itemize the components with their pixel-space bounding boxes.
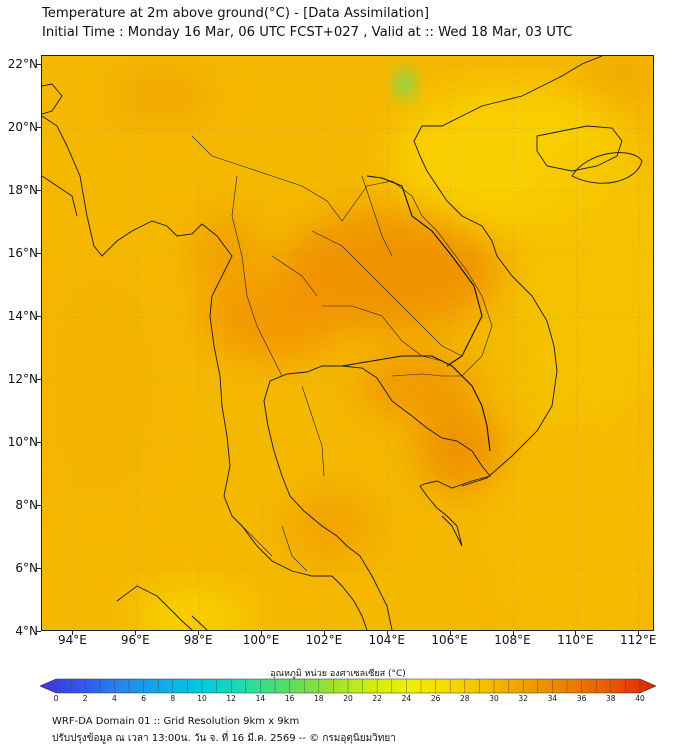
lon-tick-label: 106°E bbox=[431, 633, 468, 647]
colorbar-label: 6 bbox=[141, 694, 146, 703]
lon-tick-label: 98°E bbox=[183, 633, 213, 647]
lat-tick bbox=[36, 64, 41, 66]
lat-tick-label: 22°N bbox=[7, 57, 38, 72]
colorbar-label: 24 bbox=[401, 694, 412, 703]
lon-tick bbox=[323, 631, 325, 635]
colorbar-label: 20 bbox=[343, 694, 353, 703]
lat-tick bbox=[36, 253, 41, 255]
lat-tick-label: 8°N bbox=[15, 498, 38, 513]
chart-subtitle: Initial Time : Monday 16 Mar, 06 UTC FCS… bbox=[42, 25, 573, 40]
colorbar-label: 14 bbox=[255, 694, 266, 703]
lat-tick-label: 10°N bbox=[7, 435, 38, 450]
lat-tick bbox=[36, 442, 41, 444]
lon-tick bbox=[198, 631, 200, 635]
lat-tick-label: 14°N bbox=[7, 309, 38, 324]
country-borders bbox=[191, 135, 493, 572]
colorbar-label: 10 bbox=[197, 694, 207, 703]
colorbar-label: 4 bbox=[112, 694, 117, 703]
lat-tick bbox=[36, 568, 41, 570]
lat-tick-label: 4°N bbox=[15, 624, 38, 638]
lon-tick-label: 102°E bbox=[305, 633, 343, 647]
colorbar bbox=[40, 678, 656, 694]
colorbar-label: 8 bbox=[170, 694, 176, 703]
gridlines bbox=[42, 56, 653, 630]
colorbar-label: 36 bbox=[576, 694, 587, 703]
lon-tick bbox=[575, 631, 577, 635]
colorbar-label: 40 bbox=[635, 694, 645, 703]
colorbar-label: 18 bbox=[314, 694, 324, 703]
colorbar-label: 22 bbox=[372, 694, 382, 703]
lat-tick bbox=[36, 379, 41, 381]
colorbar-label: 34 bbox=[547, 694, 558, 703]
lon-tick-label: 100°E bbox=[242, 633, 280, 647]
colorbar-label: 16 bbox=[284, 694, 295, 703]
colorbar-label: 30 bbox=[489, 694, 499, 703]
lat-tick-label: 16°N bbox=[7, 246, 38, 261]
lat-tick bbox=[36, 127, 41, 129]
lat-tick-label: 20°N bbox=[7, 120, 38, 135]
cool-spot bbox=[396, 69, 414, 99]
colorbar-label: 0 bbox=[53, 694, 59, 703]
colorbar-label: 26 bbox=[430, 694, 441, 703]
lon-tick bbox=[638, 631, 640, 635]
lon-tick bbox=[261, 631, 263, 635]
lat-tick-label: 12°N bbox=[7, 372, 38, 387]
lat-tick bbox=[36, 505, 41, 507]
colorbar-label: 38 bbox=[606, 694, 616, 703]
lon-tick-label: 96°E bbox=[120, 633, 150, 647]
colorbar-ticks bbox=[55, 679, 641, 693]
lon-tick bbox=[72, 631, 74, 635]
lat-tick-label: 6°N bbox=[15, 561, 38, 576]
colorbar-label: 32 bbox=[518, 694, 528, 703]
lon-tick bbox=[135, 631, 137, 635]
lat-tick bbox=[36, 316, 41, 318]
colorbar-label: 28 bbox=[460, 694, 470, 703]
colorbar-label: 2 bbox=[82, 694, 88, 703]
lat-tick bbox=[36, 631, 41, 632]
footer-model-info: WRF-DA Domain 01 :: Grid Resolution 9km … bbox=[52, 716, 300, 727]
lon-tick bbox=[386, 631, 388, 635]
lat-tick-label: 18°N bbox=[7, 183, 38, 198]
colorbar-title: อุณหภูมิ หน่วย องศาเซลเซียส (°C) bbox=[270, 669, 406, 679]
lon-tick-label: 108°E bbox=[494, 633, 531, 647]
lon-tick-label: 104°E bbox=[368, 633, 406, 647]
chart-title: Temperature at 2m above ground(°C) - [Da… bbox=[42, 6, 430, 21]
lon-tick bbox=[449, 631, 451, 635]
coastlines bbox=[42, 56, 643, 630]
cambodia-laos-border bbox=[341, 175, 491, 452]
lat-tick bbox=[36, 190, 41, 192]
lon-tick-label: 94°E bbox=[57, 633, 87, 647]
lon-tick-label: 110°E bbox=[557, 633, 594, 647]
lon-tick bbox=[512, 631, 514, 635]
temperature-map[interactable] bbox=[41, 55, 654, 631]
footer-update-info: ปรับปรุงข้อมูล ณ เวลา 13:00น. วัน จ. ที่… bbox=[52, 733, 396, 744]
colorbar-label: 12 bbox=[226, 694, 236, 703]
lon-tick-label: 112°E bbox=[620, 633, 657, 647]
map-canvas bbox=[42, 56, 653, 630]
